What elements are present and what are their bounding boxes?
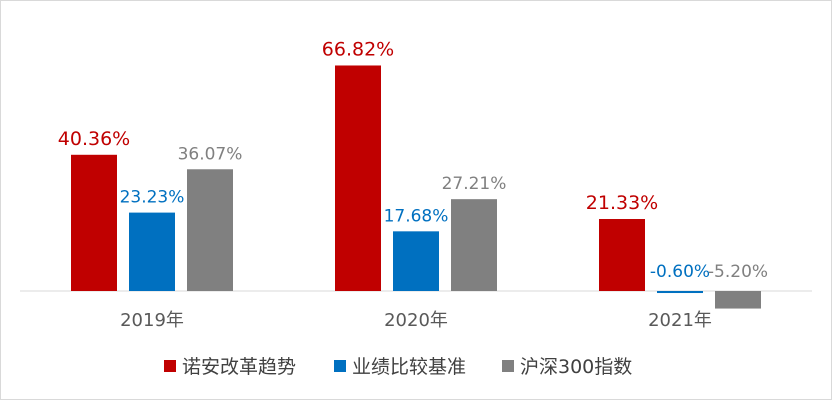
bar-item-0-2020 xyxy=(335,65,381,291)
data-label: 21.33% xyxy=(586,192,658,214)
legend-swatch-item-1 xyxy=(334,360,346,372)
bar-300-2021 xyxy=(715,291,761,309)
data-label: 27.21% xyxy=(442,174,507,194)
data-label: -0.60% xyxy=(650,262,710,282)
bar-300-2020 xyxy=(451,199,497,291)
legend-label: 沪深300指数 xyxy=(520,356,632,378)
bar-item-0-2021 xyxy=(599,219,645,291)
x-tick-label: 2019年 xyxy=(120,310,184,331)
data-label: 23.23% xyxy=(120,188,185,208)
legend-label: 诺安改革趋势 xyxy=(182,356,296,378)
bar-item-1-2021 xyxy=(657,291,703,294)
bar-item-1-2019 xyxy=(129,212,175,291)
data-label: -5.20% xyxy=(708,262,768,282)
bar-item-1-2020 xyxy=(393,231,439,291)
data-label: 66.82% xyxy=(322,38,394,60)
x-tick-label: 2020年 xyxy=(384,310,448,331)
data-label: 40.36% xyxy=(58,128,130,150)
data-label: 17.68% xyxy=(384,206,449,226)
bar-item-0-2019 xyxy=(71,154,117,291)
legend-swatch-item-0 xyxy=(164,360,176,372)
data-label: 36.07% xyxy=(178,144,243,164)
legend-label: 业绩比较基准 xyxy=(352,356,466,378)
legend-swatch-300 xyxy=(502,360,514,372)
x-tick-label: 2021年 xyxy=(648,310,712,331)
bar-300-2019 xyxy=(187,169,233,291)
